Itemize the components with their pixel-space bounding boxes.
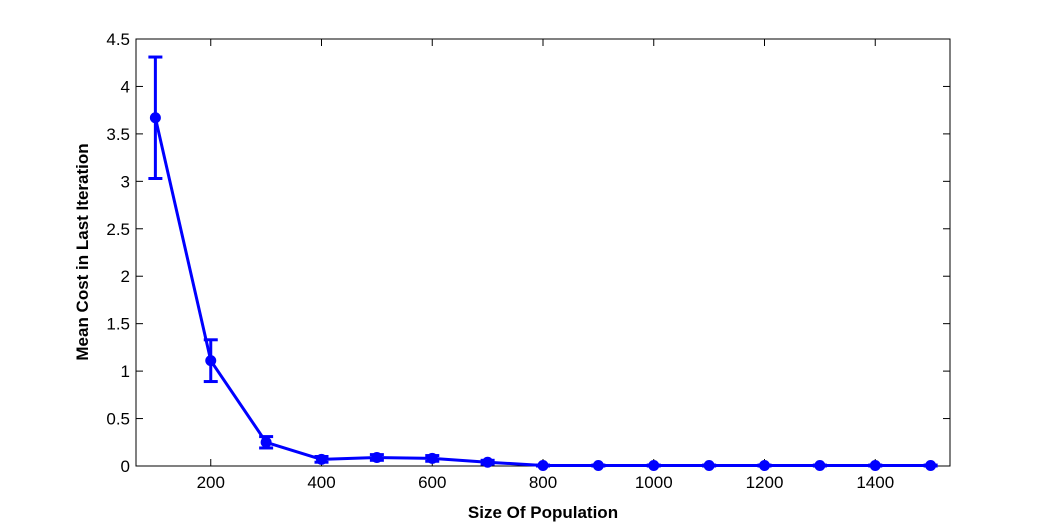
data-point bbox=[703, 460, 715, 472]
y-tick-label: 2.5 bbox=[106, 220, 130, 239]
y-tick-label: 0 bbox=[121, 457, 130, 476]
y-tick-label: 2 bbox=[121, 267, 130, 286]
data-point bbox=[592, 460, 604, 472]
data-point bbox=[758, 460, 770, 472]
x-tick-label: 400 bbox=[307, 473, 335, 492]
data-point bbox=[814, 460, 826, 472]
y-tick-label: 3 bbox=[121, 172, 130, 191]
data-point bbox=[537, 460, 549, 472]
x-tick-label: 800 bbox=[529, 473, 557, 492]
y-axis-label: Mean Cost in Last Iteration bbox=[73, 143, 92, 360]
axis-ticks: 200 400 600 800 1000 1200 1400 0 0.5 1 1.5 2 2.5 3 3.5… bbox=[106, 30, 950, 492]
x-tick-label: 600 bbox=[418, 473, 446, 492]
data-point bbox=[869, 460, 881, 472]
data-point bbox=[648, 460, 660, 472]
y-tick-label: 1 bbox=[121, 362, 130, 381]
y-tick-label: 3.5 bbox=[106, 125, 130, 144]
data-point bbox=[925, 460, 937, 472]
data-point bbox=[371, 451, 383, 463]
data-point bbox=[482, 456, 494, 468]
x-axis-label: Size Of Population bbox=[468, 503, 618, 522]
y-tick-label: 4 bbox=[121, 77, 130, 96]
plot-area-frame bbox=[135, 38, 951, 467]
data-point bbox=[205, 355, 217, 367]
data-point bbox=[426, 452, 438, 464]
series-layer bbox=[148, 55, 938, 472]
y-tick-label: 4.5 bbox=[106, 30, 130, 49]
x-tick-label: 1200 bbox=[746, 473, 784, 492]
y-tick-label: 1.5 bbox=[106, 315, 130, 334]
x-tick-label: 1000 bbox=[635, 473, 673, 492]
x-tick-label: 200 bbox=[197, 473, 225, 492]
y-tick-label: 0.5 bbox=[106, 410, 130, 429]
data-point bbox=[149, 112, 161, 124]
x-tick-label: 1400 bbox=[856, 473, 894, 492]
data-point bbox=[316, 453, 328, 465]
data-point bbox=[260, 436, 272, 448]
